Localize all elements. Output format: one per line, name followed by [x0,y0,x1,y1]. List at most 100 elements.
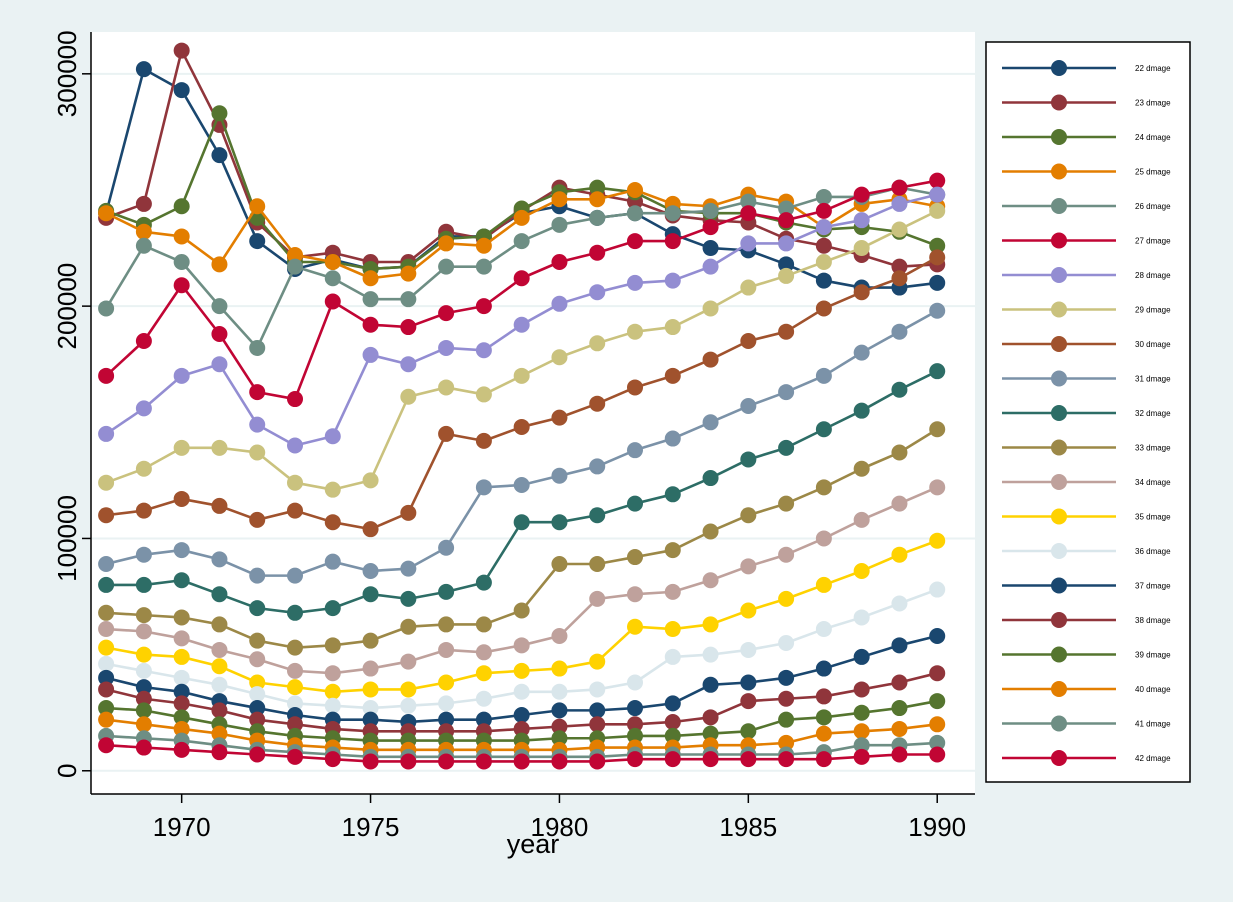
data-point [853,240,870,257]
data-point [362,660,379,677]
data-point [475,690,492,707]
legend-marker [1051,681,1067,697]
data-point [475,342,492,359]
x-tick-label: 1975 [342,812,400,842]
data-point [551,216,568,233]
data-point [891,381,908,398]
data-point [815,300,832,317]
data-point [778,200,795,217]
data-point [400,753,417,770]
data-point [135,195,152,212]
data-point [362,711,379,728]
data-point [891,546,908,563]
data-point [551,295,568,312]
data-point [400,590,417,607]
data-point [627,442,643,459]
data-point [513,418,530,435]
data-point [853,562,870,579]
data-point [135,332,152,349]
data-point [98,576,115,593]
data-point [173,630,190,647]
data-point [438,753,455,770]
data-point [702,470,719,487]
data-point [929,237,946,254]
data-point [287,695,303,712]
data-point [249,198,266,215]
data-point [475,258,492,275]
data-point [249,600,266,617]
data-point [98,507,115,524]
data-point [815,660,832,677]
data-point [98,205,115,222]
data-point [891,444,908,461]
data-point [362,632,379,649]
data-point [589,244,606,261]
data-point [853,723,870,740]
data-point [627,495,643,512]
data-point [627,751,643,768]
data-point [815,272,832,289]
data-point [627,323,643,340]
data-point [891,258,908,275]
data-point [362,753,379,770]
data-point [627,233,643,250]
legend-item: 22 dmage [1002,60,1171,76]
data-point [287,502,303,519]
data-point [702,523,719,540]
data-point [929,665,946,682]
data-point [551,191,568,208]
data-point [173,228,190,245]
data-point [891,195,908,212]
data-point [627,181,643,198]
data-point [740,193,757,210]
data-point [475,574,492,591]
data-point [362,700,379,717]
data-point [740,558,757,575]
data-point [438,711,455,728]
data-point [627,205,643,222]
data-point [98,655,115,672]
data-point [740,235,757,252]
data-point [438,339,455,356]
data-point [853,748,870,765]
data-point [551,660,568,677]
data-point [211,439,228,456]
data-point [324,514,341,531]
data-point [249,567,266,584]
data-point [664,430,681,447]
legend-marker [1051,94,1067,111]
data-point [853,737,870,754]
data-point [513,662,530,679]
data-point [778,235,795,252]
legend-label: 36 dmage [1135,547,1171,556]
data-point [929,172,946,189]
data-point [475,432,492,449]
legend-item: 27 dmage [1002,232,1171,249]
data-point [664,751,681,768]
data-point [135,223,152,240]
data-point [513,514,530,531]
data-point [778,212,795,229]
data-point [324,481,341,498]
data-point [589,753,606,770]
data-point [702,751,719,768]
data-point [891,595,908,612]
data-point [98,300,115,317]
data-point [324,751,341,768]
data-point [702,240,719,257]
data-point [664,205,681,222]
data-point [664,727,681,744]
series-33-dmage [98,421,946,656]
data-point [400,265,417,282]
data-point [589,716,606,733]
data-point [400,653,417,670]
legend-marker [1051,508,1067,525]
data-point [135,607,152,624]
data-point [98,474,115,491]
legend-item: 26 dmage [1002,198,1171,214]
legend-label: 41 dmage [1135,720,1171,729]
data-point [589,335,606,352]
data-point [589,395,606,412]
data-point [778,751,795,768]
data-point [853,648,870,665]
